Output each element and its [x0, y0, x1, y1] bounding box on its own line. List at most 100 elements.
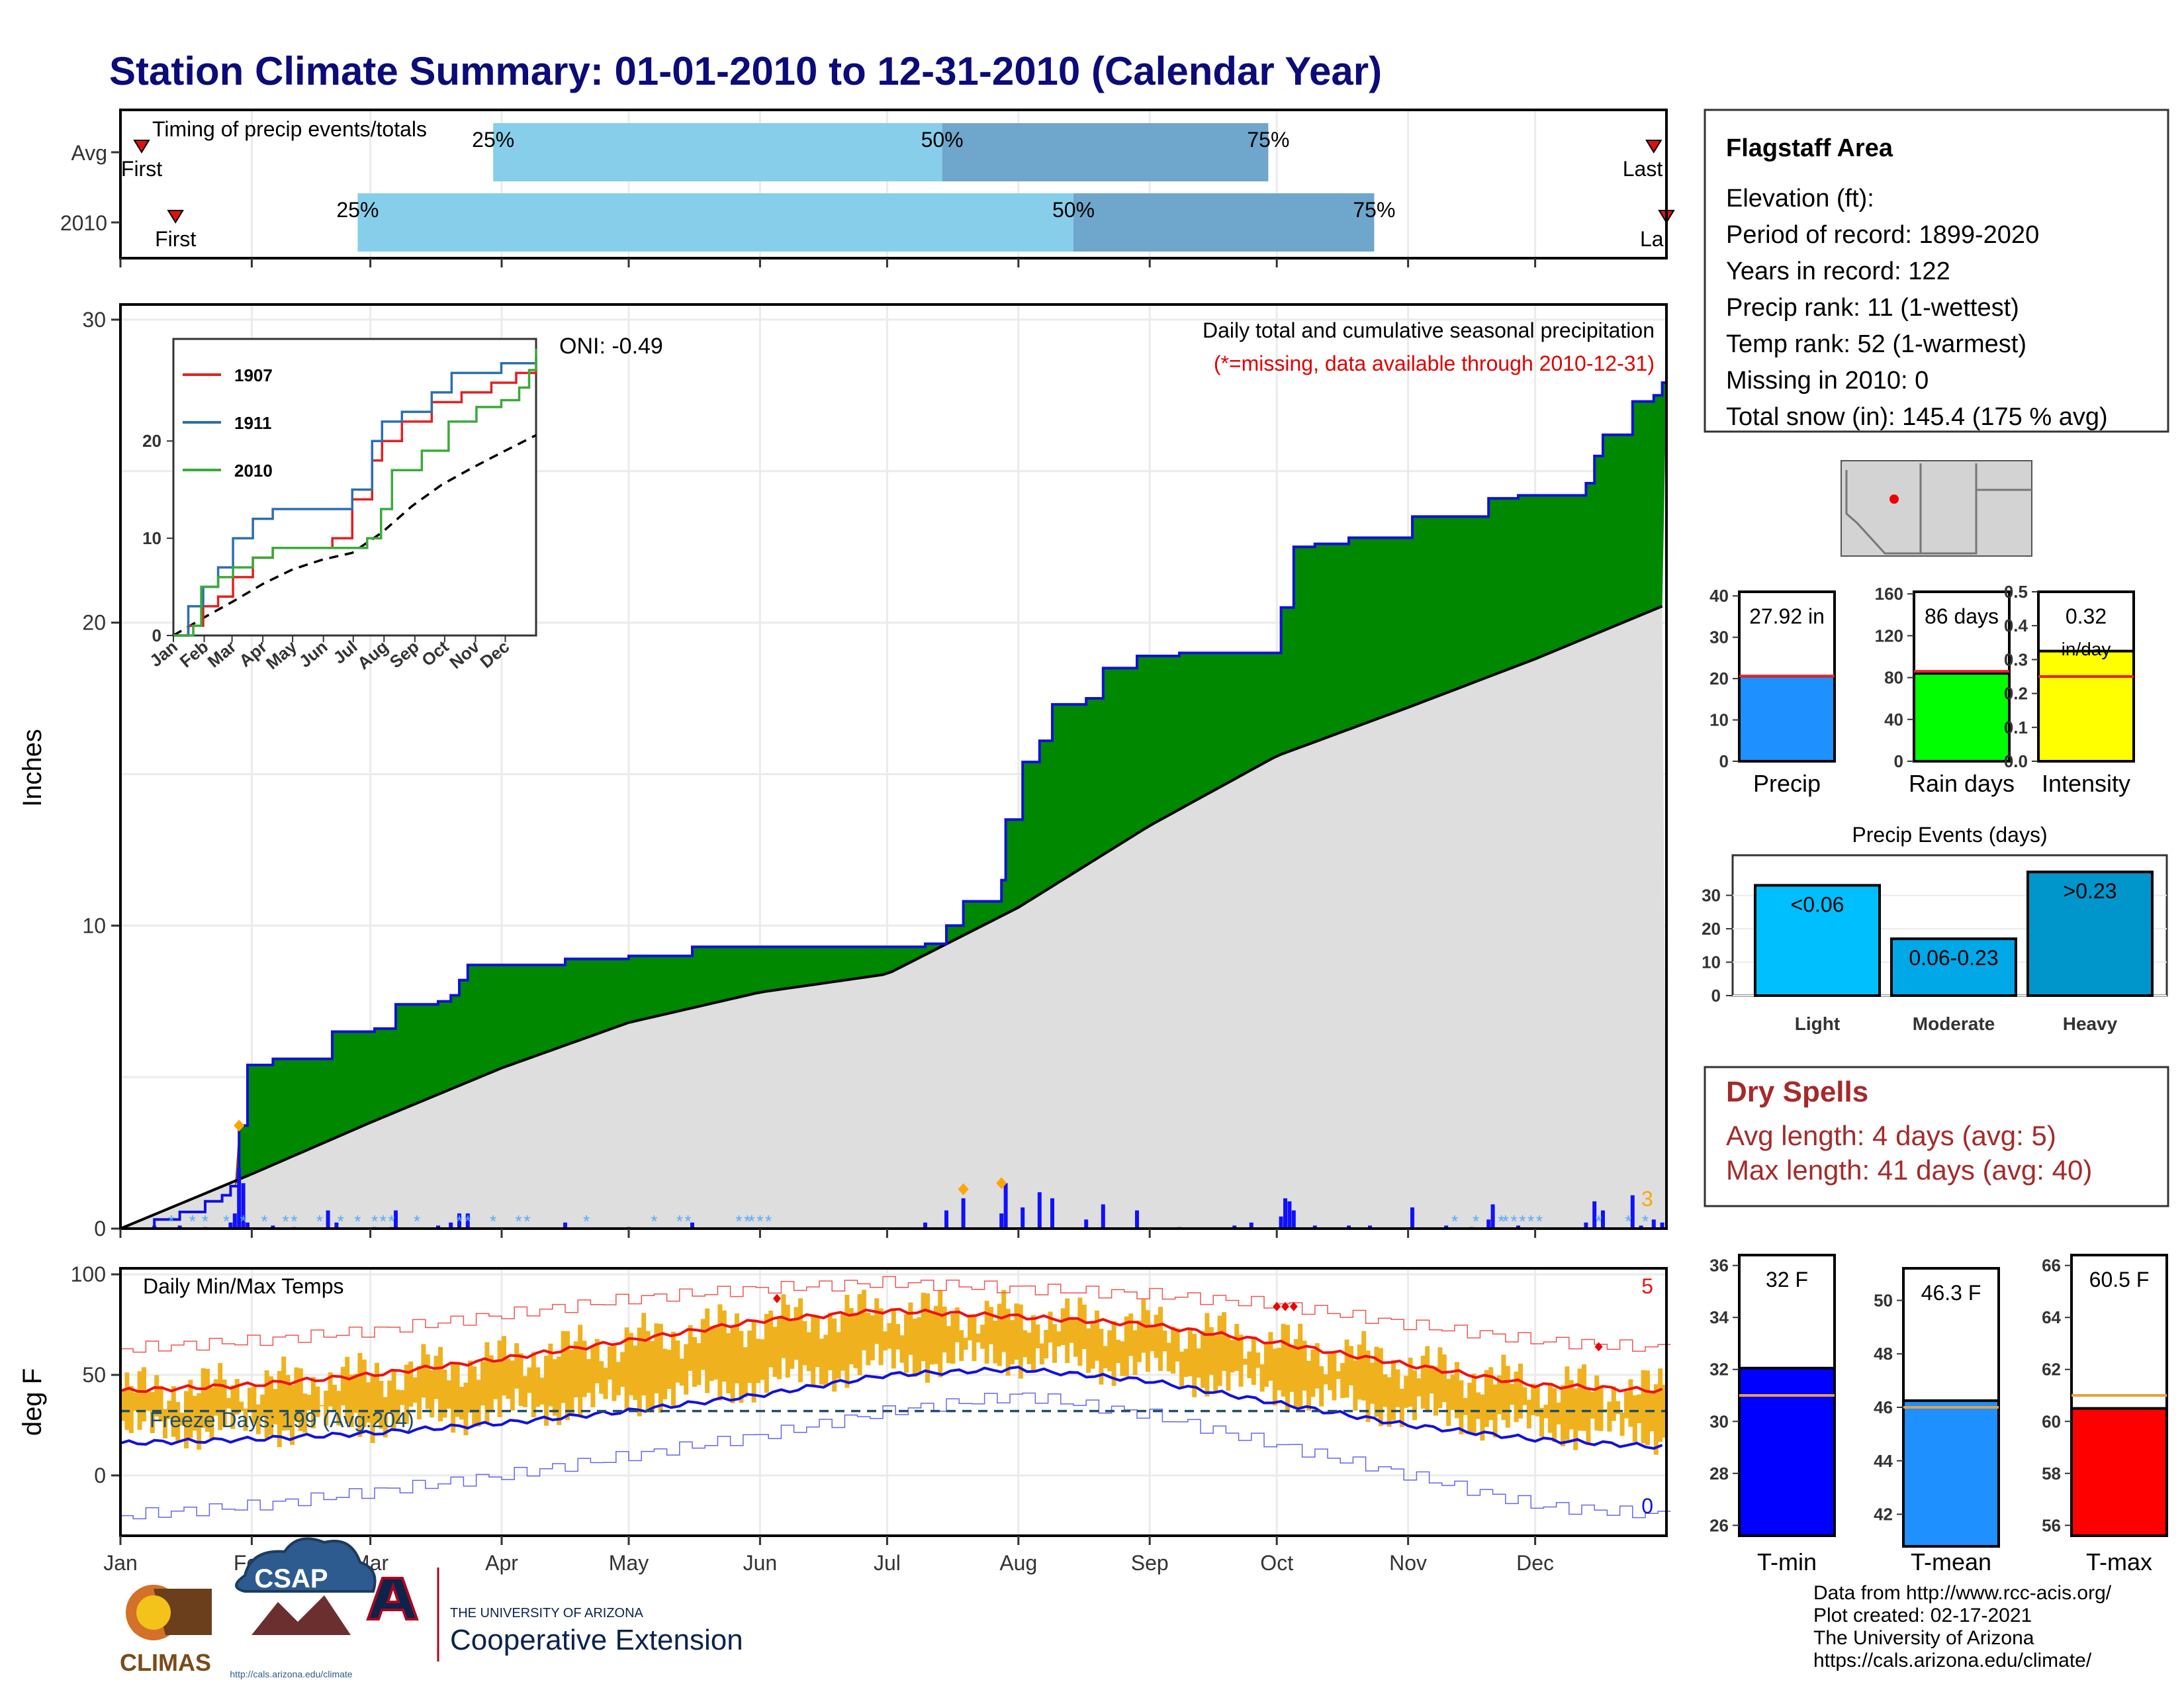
summary-ytick-label-1-3: 120	[1875, 626, 1903, 645]
precip-daily-bar-44	[1410, 1207, 1414, 1229]
precip-snow-marker-12: *	[380, 1211, 387, 1231]
temp-daily-bar-236	[1120, 1341, 1125, 1376]
temp-daily-bar-248	[1171, 1327, 1176, 1374]
temp-daily-bar-89	[497, 1340, 502, 1417]
temp-daily-bar-0	[120, 1391, 125, 1421]
temp-record-marker-2	[1281, 1301, 1289, 1311]
temp-daily-bar-274	[1281, 1323, 1286, 1397]
temp-ytick-label-2: 100	[71, 1262, 106, 1286]
dry-spells-title: Dry Spells	[1726, 1076, 1868, 1108]
temp-daily-bar-319	[1471, 1373, 1477, 1435]
temp-daily-bar-285	[1328, 1354, 1332, 1391]
temp-daily-bar-56	[357, 1352, 363, 1437]
temp-daily-bar-139	[709, 1326, 714, 1382]
precip-observed-line	[120, 381, 1666, 1230]
inset-avg-line	[173, 434, 537, 637]
temp-daily-bar-221	[1056, 1331, 1062, 1347]
temp-daily-bar-242	[1145, 1310, 1150, 1372]
temp-summary-ytick-label-1-4: 50	[1874, 1290, 1893, 1310]
timing-25-label-2010: 25%	[336, 198, 379, 222]
precip-panel: * * * * * * * * * * * * * * * * * * * * * * * * * ** * * * * ** * * * * * * *…	[18, 303, 1668, 1241]
temp-daily-bar-360	[1645, 1370, 1650, 1446]
temp-daily-bar-294	[1365, 1350, 1371, 1423]
freeze-days-label: Freeze Days: 199 (Avg:204)	[150, 1408, 414, 1432]
temp-record-marker-4	[1594, 1342, 1603, 1352]
temp-daily-bar-249	[1175, 1328, 1180, 1362]
temp-daily-bar-19	[201, 1368, 206, 1428]
summary-ytick-label-0-0: 0	[1719, 751, 1729, 771]
events-ytick-label-1: 10	[1702, 953, 1721, 972]
csap-logo-text: CSAP	[254, 1564, 328, 1593]
temp-daily-bar-184	[899, 1335, 905, 1363]
temp-daily-bar-336	[1543, 1404, 1549, 1419]
precip-daily-bar-42	[1347, 1225, 1351, 1229]
precip-count-label: 3	[1641, 1187, 1653, 1211]
temp-daily-bar-65	[396, 1389, 400, 1423]
temp-daily-bar-333	[1531, 1383, 1536, 1415]
temp-daily-bar-82	[467, 1360, 473, 1413]
dry-spells-max: Max length: 41 days (avg: 40)	[1726, 1154, 2092, 1186]
temp-daily-bar-45	[311, 1377, 316, 1429]
temp-daily-bar-135	[692, 1336, 697, 1387]
temp-daily-bar-196	[950, 1313, 956, 1364]
temp-daily-bar-9	[158, 1385, 163, 1422]
temp-summary-label-1: T-mean	[1911, 1548, 1991, 1575]
summary-unit-label-2: in/day	[2062, 639, 2111, 659]
events-bar-1	[1890, 937, 2017, 997]
temp-daily-bar-115	[608, 1346, 612, 1380]
precip-snow-marker-37: *	[1596, 1211, 1602, 1231]
station-location-marker	[1889, 494, 1899, 504]
temp-daily-bar-110	[586, 1359, 591, 1393]
temp-daily-bar-284	[1323, 1374, 1328, 1385]
temp-daily-bar-162	[806, 1332, 811, 1372]
temp-daily-bar-131	[675, 1340, 680, 1383]
month-label-10: Nov	[1389, 1551, 1427, 1575]
station-lines: Elevation (ft): Period of record: 1899-20…	[1726, 185, 2108, 431]
temp-daily-bar-180	[883, 1331, 887, 1351]
timing-row-label-avg: Avg	[71, 141, 107, 165]
precip-snow-marker-20: *	[583, 1211, 590, 1231]
temp-daily-bar-352	[1611, 1386, 1616, 1421]
temp-daily-bar-328	[1510, 1383, 1515, 1405]
temp-daily-bar-80	[459, 1387, 464, 1420]
precip-above-avg-area	[120, 383, 1666, 1229]
temp-daily-bar-192	[933, 1305, 938, 1364]
temp-daily-bar-111	[590, 1346, 596, 1407]
precip-snow-marker-19: *	[523, 1211, 530, 1231]
precip-daily-bar-5	[232, 1213, 237, 1229]
temp-daily-bar-28	[239, 1401, 244, 1412]
precip-snow-marker-1: *	[189, 1211, 196, 1231]
inset-legend-label-2010: 2010	[234, 461, 273, 481]
temp-daily-bar-163	[811, 1315, 816, 1387]
temp-daily-bar-307	[1420, 1356, 1426, 1409]
temp-daily-bar-92	[510, 1360, 515, 1411]
temp-daily-bar-27	[234, 1379, 240, 1415]
temp-daily-bar-16	[188, 1380, 193, 1438]
temp-min-count: 0	[1641, 1494, 1653, 1518]
temp-daily-bar-35	[269, 1376, 273, 1436]
temp-daily-bar-332	[1526, 1399, 1531, 1429]
temp-daily-bar-13	[175, 1401, 181, 1442]
temp-daily-bar-164	[815, 1316, 820, 1368]
month-label-8: Sep	[1131, 1551, 1169, 1575]
temp-daily-bar-157	[785, 1304, 790, 1378]
temp-daily-bar-155	[777, 1316, 782, 1380]
temp-daily-bar-213	[1023, 1330, 1028, 1358]
station-line-6: Total snow (in): 145.4 (175 % avg)	[1726, 403, 2108, 431]
temp-daily-bar-116	[612, 1344, 617, 1401]
temp-summary-bar-0	[1738, 1366, 1836, 1538]
precip-events-chart: Precip Events (days) 0 10 20 30 <0.06 Light 0.…	[1702, 823, 2168, 1034]
temp-daily-bar-64	[391, 1371, 396, 1429]
temp-daily-bar-334	[1535, 1385, 1540, 1417]
precip-daily-bar-25	[961, 1198, 966, 1229]
precip-daily-bar-9	[271, 1225, 275, 1229]
summary-value-label-2: 0.32	[2066, 604, 2107, 628]
temp-daily-bar-40	[290, 1385, 295, 1445]
timing-last-label-2010: La	[1640, 227, 1664, 251]
precip-events-title: Precip Events (days)	[1852, 823, 2047, 847]
precip-extreme-marker-2	[996, 1177, 1007, 1190]
temp-daily-bar-124	[645, 1331, 651, 1411]
temp-daily-bar-62	[383, 1397, 388, 1438]
temp-daily-bar-234	[1111, 1321, 1116, 1386]
